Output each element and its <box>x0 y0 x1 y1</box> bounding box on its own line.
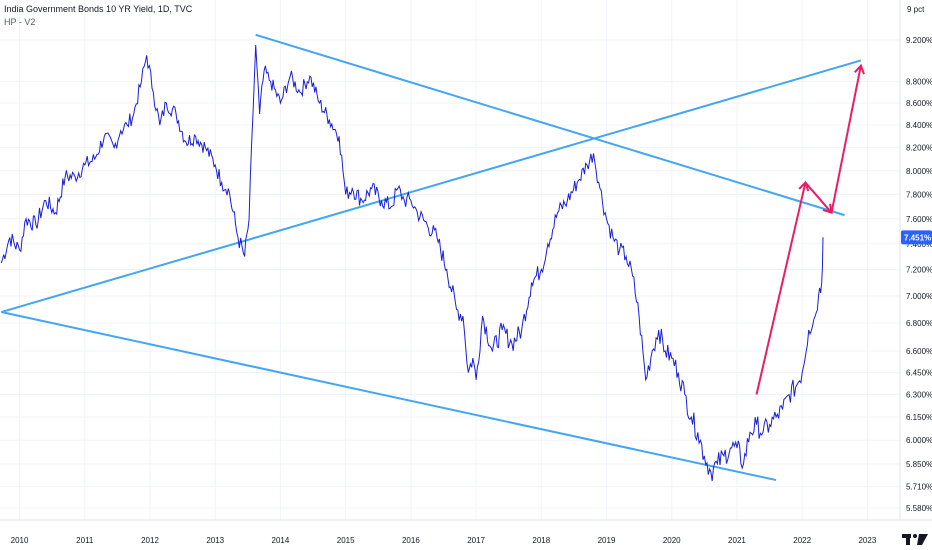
y-tick-label: 7.200% <box>906 265 932 274</box>
y-tick-label: 7.000% <box>906 292 932 301</box>
arrow-shaft[interactable] <box>755 182 807 395</box>
y-tick-label: 8.000% <box>906 167 932 176</box>
y-tick-label: 5.850% <box>906 460 932 469</box>
x-tick-label: 2013 <box>206 536 224 545</box>
y-tick-label: 9.200% <box>906 36 932 45</box>
trendline[interactable] <box>1 311 777 482</box>
x-tick-label: 2015 <box>337 536 355 545</box>
indicator-label: HP - V2 <box>4 17 36 27</box>
trendlines[interactable] <box>1 33 862 482</box>
price-series-line <box>0 44 824 482</box>
x-tick-label: 2010 <box>11 536 29 545</box>
y-tick-label: 6.600% <box>906 347 932 356</box>
x-tick-label: 2016 <box>402 536 420 545</box>
x-tick-label: 2020 <box>663 536 681 545</box>
y-tick-label: 8.800% <box>906 77 932 86</box>
x-tick-label: 2023 <box>858 536 876 545</box>
y-tick-label: 7.600% <box>906 215 932 224</box>
y-tick-label: 8.600% <box>906 99 932 108</box>
x-tick-label: 2011 <box>76 536 94 545</box>
last-price-badge: 7.451% <box>901 230 932 245</box>
tradingview-logo-icon <box>902 534 928 545</box>
x-tick-label: 2022 <box>793 536 811 545</box>
grid-lines <box>0 0 900 520</box>
x-tick-label: 2017 <box>467 536 485 545</box>
y-tick-label: 8.400% <box>906 121 932 130</box>
y-tick-label: 6.150% <box>906 413 932 422</box>
x-tick-label: 2014 <box>272 536 290 545</box>
y-tick-label: 6.450% <box>906 368 932 377</box>
time-axis[interactable]: 2010 2011 2012 2013 2014 2015 2016 2017 2018 2019… <box>11 536 877 545</box>
x-tick-label: 2021 <box>728 536 746 545</box>
chart-title: India Government Bonds 10 YR Yield, 1D, … <box>4 4 193 14</box>
arrow-shaft[interactable] <box>804 181 833 214</box>
scale-label: 9 pct <box>907 5 925 14</box>
annotation-arrows[interactable] <box>755 63 865 395</box>
x-tick-label: 2019 <box>598 536 616 545</box>
y-tick-label: 5.710% <box>906 483 932 492</box>
trendline[interactable] <box>255 33 845 217</box>
y-tick-label: 5.580% <box>906 504 932 513</box>
y-tick-label: 6.000% <box>906 436 932 445</box>
x-tick-label: 2018 <box>532 536 550 545</box>
y-tick-label: 8.200% <box>906 144 932 153</box>
y-tick-label: 6.300% <box>906 391 932 400</box>
price-axis[interactable]: 5.580% 5.710% 5.850% 6.000% 6.150% 6.300% 6.45… <box>906 36 932 513</box>
y-tick-label: 7.800% <box>906 190 932 199</box>
trendline[interactable] <box>1 59 862 313</box>
x-tick-label: 2012 <box>141 536 159 545</box>
y-tick-label: 6.800% <box>906 319 932 328</box>
last-price-badge-bg <box>901 230 932 245</box>
last-price-value: 7.451% <box>904 233 931 242</box>
arrow-shaft[interactable] <box>830 65 862 213</box>
arrow-head <box>854 63 865 75</box>
